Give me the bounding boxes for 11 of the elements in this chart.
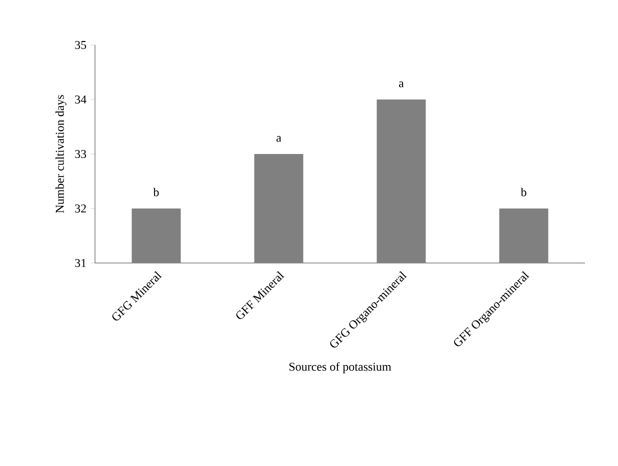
annotation: a	[276, 136, 282, 142]
annotation: a	[399, 82, 404, 88]
annotation: b	[520, 188, 526, 196]
y-tick-label: 31	[75, 258, 86, 268]
y-tick-label: 33	[75, 150, 86, 158]
y-tick-label: 35	[75, 40, 86, 50]
y-axis-title: Number cultivation days	[55, 95, 66, 213]
x-axis-title: Sources of potassium	[289, 362, 392, 374]
annotation: b	[153, 188, 159, 196]
y-tick-label: 32	[75, 204, 86, 213]
y-tick-label: 34	[75, 95, 86, 104]
